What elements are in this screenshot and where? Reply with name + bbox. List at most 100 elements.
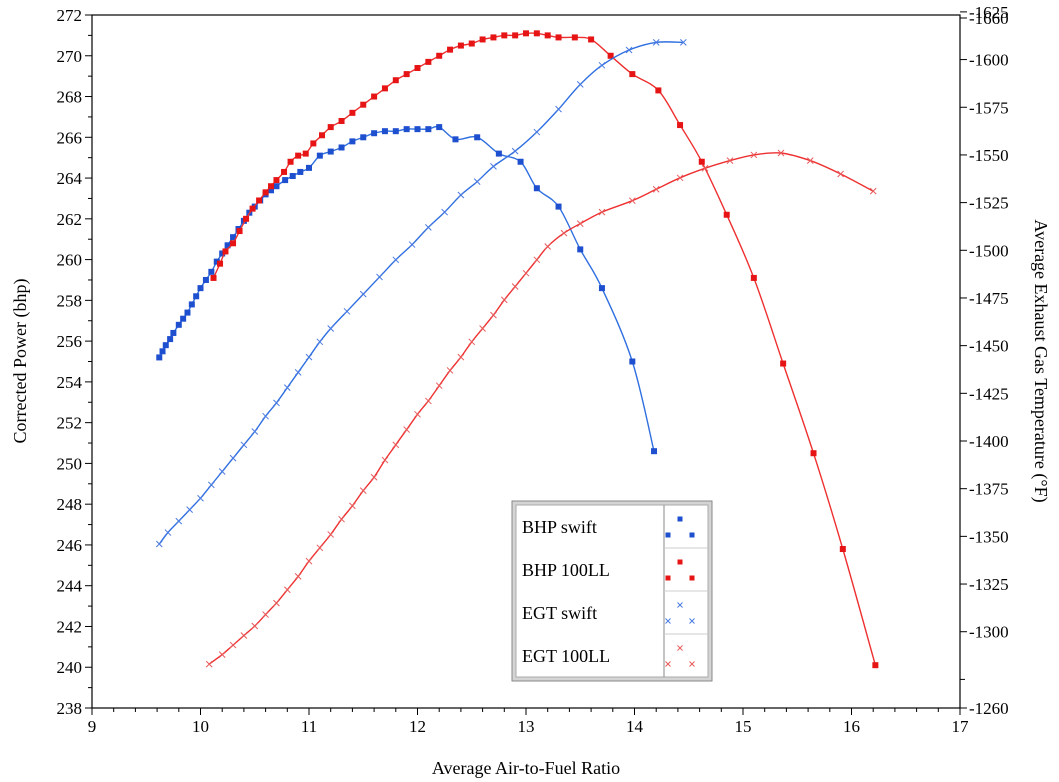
x-tick-label: 11: [301, 717, 317, 736]
data-point: [229, 641, 237, 649]
data-point: [555, 34, 562, 41]
data-point: [273, 399, 280, 407]
data-point: [479, 36, 486, 43]
data-point: [750, 274, 757, 281]
data-point: [360, 134, 367, 141]
data-point: [701, 164, 709, 172]
data-point: [723, 211, 730, 218]
legend-marker: [689, 661, 695, 667]
data-point: [305, 353, 313, 361]
data-point: [457, 353, 465, 361]
data-point: [651, 448, 658, 455]
x-tick-label: 10: [192, 717, 209, 736]
data-point: [273, 599, 280, 607]
data-point: [392, 441, 400, 449]
data-point: [533, 185, 540, 192]
data-point: [408, 241, 416, 248]
data-point: [256, 197, 263, 204]
data-point: [359, 290, 367, 298]
data-point: [810, 450, 817, 457]
data-point: [218, 468, 226, 475]
data-point: [229, 454, 237, 462]
y2-tick-label: -1300: [969, 623, 1009, 642]
y2-tick-label: -1500: [969, 241, 1009, 260]
y-tick-label: 272: [57, 6, 83, 25]
data-point: [446, 367, 454, 374]
data-point: [381, 85, 388, 92]
data-point: [155, 540, 163, 548]
data-point: [490, 34, 497, 41]
data-point: [230, 234, 237, 241]
data-point: [869, 187, 877, 195]
legend-marker: [677, 602, 683, 608]
data-point: [424, 224, 432, 231]
series-layer: [155, 30, 879, 669]
data-point: [281, 168, 288, 175]
data-point: [533, 30, 540, 37]
y2-tick-label: -1550: [969, 146, 1009, 165]
data-point: [222, 248, 229, 255]
y2-tick-label: -1325: [969, 575, 1009, 594]
legend-marker: [677, 516, 683, 522]
data-point: [170, 329, 177, 336]
data-point: [371, 130, 378, 137]
data-point: [777, 149, 785, 157]
data-point: [588, 36, 595, 43]
data-point: [371, 93, 378, 100]
data-point: [457, 191, 465, 199]
data-point: [213, 258, 220, 265]
data-point: [327, 325, 335, 332]
data-point: [262, 412, 269, 420]
data-point: [403, 71, 410, 78]
data-point: [316, 338, 324, 346]
data-point: [359, 487, 367, 494]
y2-tick-label: -1625: [969, 3, 1009, 22]
data-point: [555, 105, 562, 113]
data-point: [180, 315, 187, 322]
data-point: [447, 46, 454, 53]
y-tick-label: 252: [57, 414, 83, 433]
legend-marker: [677, 559, 683, 565]
legend-items: BHP swift BHP 100LL EGT swift EGT 100LL: [522, 516, 695, 667]
data-point: [219, 250, 226, 257]
data-point: [436, 52, 443, 59]
data-point: [294, 573, 302, 580]
data-point: [479, 325, 486, 332]
data-point: [452, 136, 459, 143]
data-point: [598, 285, 605, 292]
data-point: [436, 124, 443, 131]
data-point: [425, 58, 432, 65]
data-point: [652, 39, 660, 46]
data-point: [576, 81, 584, 88]
data-point: [655, 87, 662, 94]
data-point: [316, 152, 323, 159]
data-point: [167, 336, 174, 343]
data-point: [376, 273, 383, 281]
y-tick-label: 270: [57, 47, 83, 66]
data-point: [370, 473, 378, 481]
data-point: [249, 205, 256, 212]
data-point: [468, 40, 475, 47]
data-point: [571, 34, 578, 41]
data-point: [205, 660, 213, 668]
data-point: [240, 632, 248, 639]
data-point: [186, 506, 194, 514]
data-point: [837, 170, 845, 178]
data-point: [295, 152, 302, 159]
data-point: [289, 173, 296, 180]
data-point: [560, 229, 568, 237]
legend-label: BHP 100LL: [522, 560, 610, 580]
y2-tick-label: -1660: [969, 9, 1009, 28]
data-point: [414, 126, 421, 133]
legend-label: BHP swift: [522, 517, 597, 537]
legend-label: EGT swift: [522, 603, 597, 623]
data-point: [224, 242, 231, 249]
data-point: [598, 61, 606, 69]
y2-tick-label: -1260: [969, 699, 1009, 718]
legend-marker: [665, 575, 671, 581]
y-axis-right: -1260 -1300 -1325 -1350 -1375 -1400 -1425 -1450…: [960, 3, 1009, 718]
data-point: [576, 220, 584, 227]
data-point: [327, 148, 334, 155]
y2-tick-label: -1450: [969, 337, 1009, 356]
data-point: [533, 256, 541, 264]
